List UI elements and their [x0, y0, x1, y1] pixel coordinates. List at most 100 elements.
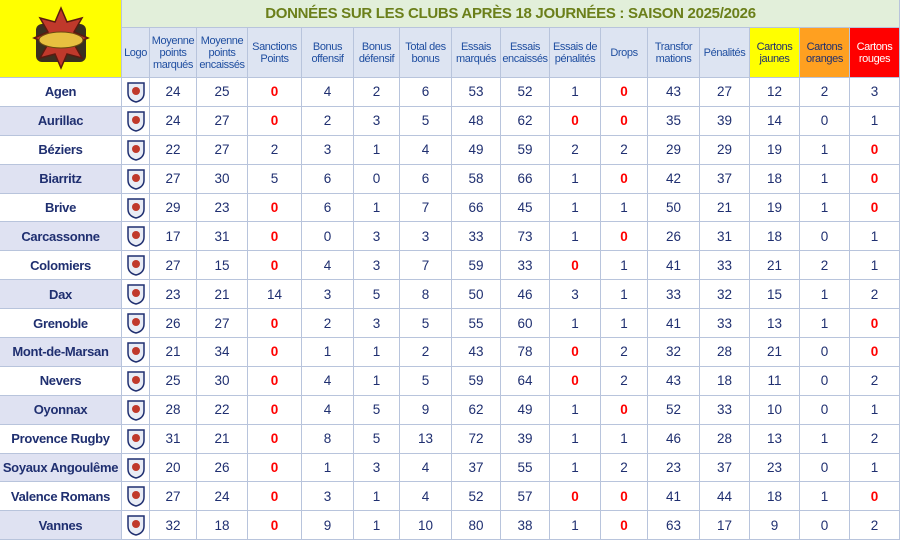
stat-value: 50 — [452, 280, 501, 310]
table-title: DONNÉES SUR LES CLUBS APRÈS 18 JOURNÉES … — [122, 0, 900, 28]
club-name: Carcassonne — [0, 222, 122, 252]
club-logo — [122, 222, 150, 252]
stat-value: 18 — [197, 511, 248, 541]
column-header: Logo — [122, 28, 150, 78]
column-header: Pénalités — [700, 28, 750, 78]
stat-value: 2 — [601, 366, 648, 396]
stat-value: 0 — [248, 395, 302, 425]
stat-value: 2 — [800, 251, 850, 281]
league-logo — [0, 0, 122, 78]
stat-value: 33 — [648, 280, 700, 310]
stat-value: 1 — [800, 135, 850, 165]
stat-value: 3 — [354, 106, 400, 136]
stat-value: 33 — [452, 222, 501, 252]
stat-value: 5 — [400, 309, 452, 339]
stat-value: 1 — [550, 453, 601, 483]
stat-value: 41 — [648, 251, 700, 281]
stat-value: 1 — [302, 453, 354, 483]
stat-value: 10 — [400, 511, 452, 541]
stat-value: 2 — [302, 309, 354, 339]
stat-value: 41 — [648, 482, 700, 512]
stat-value: 37 — [700, 164, 750, 194]
logo-icon — [126, 371, 145, 392]
stat-value: 5 — [354, 424, 400, 454]
club-logo — [122, 106, 150, 136]
stat-value: 19 — [750, 193, 800, 223]
stat-value: 9 — [400, 395, 452, 425]
stat-value: 59 — [452, 251, 501, 281]
stat-value: 59 — [452, 366, 501, 396]
column-header: Drops — [601, 28, 648, 78]
stat-value: 1 — [550, 193, 601, 223]
logo-icon — [126, 197, 145, 219]
stat-value: 53 — [452, 78, 501, 107]
stat-value: 0 — [550, 338, 601, 367]
stat-value: 24 — [197, 482, 248, 512]
stat-value: 0 — [850, 193, 900, 223]
club-name: Biarritz — [0, 164, 122, 194]
stat-value: 18 — [750, 164, 800, 194]
stat-value: 1 — [800, 193, 850, 223]
stat-value: 50 — [648, 193, 700, 223]
stat-value: 30 — [197, 164, 248, 194]
club-name: Colomiers — [0, 251, 122, 281]
stat-value: 19 — [750, 135, 800, 165]
stat-value: 52 — [452, 482, 501, 512]
stat-value: 0 — [800, 338, 850, 367]
stat-value: 2 — [850, 511, 900, 541]
stat-value: 37 — [700, 453, 750, 483]
stat-value: 3 — [550, 280, 601, 310]
stat-value: 23 — [648, 453, 700, 483]
stat-value: 5 — [248, 164, 302, 194]
stat-value: 52 — [648, 395, 700, 425]
stat-value: 32 — [648, 338, 700, 367]
stat-value: 0 — [850, 338, 900, 367]
club-logo — [122, 280, 150, 310]
stat-value: 45 — [501, 193, 550, 223]
stat-value: 27 — [700, 78, 750, 107]
stat-value: 14 — [750, 106, 800, 136]
club-name: Valence Romans — [0, 482, 122, 512]
stat-value: 0 — [850, 309, 900, 339]
column-header: Cartons jaunes — [750, 28, 800, 78]
stat-value: 48 — [452, 106, 501, 136]
stat-value: 10 — [750, 395, 800, 425]
stat-value: 4 — [302, 78, 354, 107]
stat-value: 21 — [700, 193, 750, 223]
club-name: Brive — [0, 193, 122, 223]
stat-value: 2 — [302, 106, 354, 136]
stat-value: 4 — [400, 453, 452, 483]
logo-icon — [126, 399, 145, 421]
stat-value: 43 — [648, 366, 700, 396]
stat-value: 3 — [354, 309, 400, 339]
stat-value: 72 — [452, 424, 501, 454]
logo-icon — [126, 82, 145, 103]
stat-value: 21 — [197, 280, 248, 310]
stat-value: 0 — [248, 453, 302, 483]
stat-value: 62 — [452, 395, 501, 425]
stat-value: 0 — [248, 338, 302, 367]
column-header: Moyenne points marqués — [150, 28, 197, 78]
stat-value: 1 — [354, 193, 400, 223]
logo-icon — [126, 284, 145, 305]
stat-value: 0 — [550, 251, 601, 281]
club-logo — [122, 424, 150, 454]
stat-value: 0 — [248, 106, 302, 136]
stat-value: 0 — [248, 424, 302, 454]
stat-value: 37 — [452, 453, 501, 483]
stat-value: 1 — [800, 482, 850, 512]
club-name: Mont-de-Marsan — [0, 338, 122, 367]
stat-value: 8 — [400, 280, 452, 310]
stat-value: 13 — [750, 309, 800, 339]
club-name: Nevers — [0, 366, 122, 396]
logo-icon — [126, 428, 145, 450]
stat-value: 22 — [197, 395, 248, 425]
stat-value: 1 — [850, 251, 900, 281]
stat-value: 1 — [550, 424, 601, 454]
column-header: Bonus défensif — [354, 28, 400, 78]
stat-value: 0 — [800, 511, 850, 541]
stat-value: 0 — [354, 164, 400, 194]
stat-value: 0 — [248, 309, 302, 339]
stat-value: 1 — [550, 395, 601, 425]
